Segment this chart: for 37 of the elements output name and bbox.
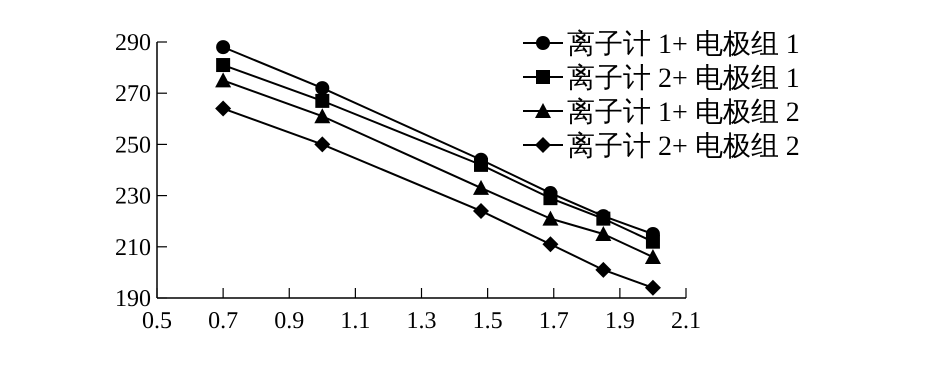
point [314, 136, 330, 152]
x-tick-label: 1.5 [472, 308, 503, 334]
y-tick-label: 250 [115, 132, 151, 158]
x-tick-label: 0.9 [274, 308, 304, 334]
x-tick-label: 0.7 [208, 308, 238, 334]
legend-label: 离子计 1+ 电极组 2 [567, 97, 800, 128]
point [315, 81, 330, 96]
point [216, 58, 230, 72]
y-tick-label: 290 [115, 30, 151, 56]
legend-label: 离子计 2+ 电极组 1 [567, 63, 800, 94]
point [314, 108, 330, 124]
point [474, 158, 488, 172]
point [596, 212, 610, 226]
point [646, 234, 660, 249]
x-tick-label: 1.3 [406, 308, 436, 334]
y-tick-label: 210 [115, 234, 151, 261]
point [542, 210, 558, 226]
point [315, 94, 330, 108]
legend-label: 离子计 2+ 电极组 2 [567, 131, 800, 162]
legend-label: 离子计 1+ 电极组 1 [567, 29, 800, 60]
point [543, 191, 558, 206]
point [215, 72, 232, 88]
point [595, 262, 612, 278]
x-tick-label: 1.7 [538, 308, 569, 334]
point [473, 202, 490, 219]
point [215, 100, 232, 117]
y-tick-label: 230 [115, 184, 151, 210]
x-tick-label: 1.1 [340, 308, 370, 334]
x-tick-label: 1.9 [604, 308, 635, 334]
point [595, 226, 612, 241]
y-tick-label: 270 [115, 81, 151, 108]
point [542, 236, 558, 252]
point [473, 180, 490, 195]
point [644, 249, 661, 264]
point [216, 40, 230, 54]
x-tick-label: 2.1 [671, 308, 701, 334]
point [644, 280, 661, 296]
